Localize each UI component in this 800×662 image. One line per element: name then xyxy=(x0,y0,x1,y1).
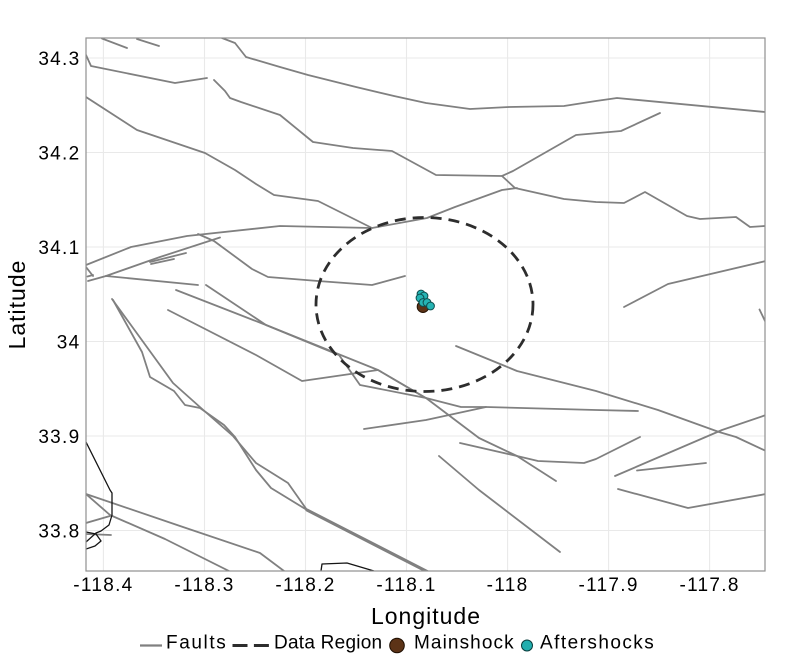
svg-text:Aftershocks: Aftershocks xyxy=(540,633,655,654)
svg-text:-117.9: -117.9 xyxy=(578,575,638,596)
svg-text:34.2: 34.2 xyxy=(38,144,80,165)
svg-text:-118.1: -118.1 xyxy=(376,575,436,596)
svg-text:34: 34 xyxy=(57,333,81,354)
svg-text:Faults: Faults xyxy=(166,633,227,654)
svg-text:Longitude: Longitude xyxy=(371,603,481,629)
svg-text:Data Region: Data Region xyxy=(274,633,382,654)
svg-text:Latitude: Latitude xyxy=(4,260,30,350)
svg-text:-117.8: -117.8 xyxy=(679,575,739,596)
svg-text:33.8: 33.8 xyxy=(38,522,80,543)
svg-text:Mainshock: Mainshock xyxy=(414,633,515,654)
svg-text:-118.4: -118.4 xyxy=(73,575,133,596)
svg-text:34.3: 34.3 xyxy=(38,49,80,70)
svg-text:-118.3: -118.3 xyxy=(174,575,234,596)
svg-text:-118.2: -118.2 xyxy=(275,575,335,596)
svg-text:33.9: 33.9 xyxy=(38,427,80,448)
svg-text:34.1: 34.1 xyxy=(38,238,80,259)
svg-text:-118: -118 xyxy=(487,575,529,596)
